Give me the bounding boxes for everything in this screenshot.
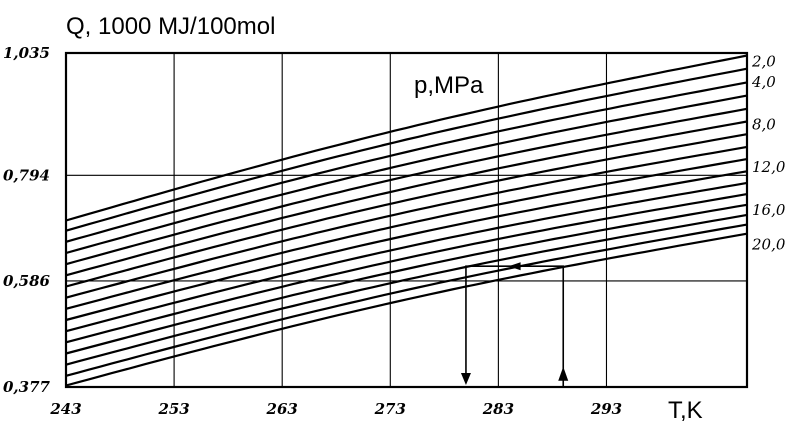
y-tick-label: 0,586 <box>3 272 51 290</box>
pressure-curve <box>65 67 748 232</box>
pressure-curve <box>65 223 748 377</box>
pressure-curve <box>65 133 748 288</box>
up-arrow-icon <box>558 366 569 381</box>
pressure-curve <box>65 94 748 255</box>
y-tick-labels: 0,377 0,586 0,794 1,035 <box>3 44 51 396</box>
pressure-curve <box>65 158 748 310</box>
x-tick-label: 253 <box>157 400 189 418</box>
pressure-curve <box>65 213 748 366</box>
y-tick-label: 1,035 <box>3 44 50 62</box>
x-tick-label: 243 <box>49 400 81 418</box>
example-path <box>460 262 569 387</box>
pressure-label: 4,0 <box>751 73 776 91</box>
pressure-curve <box>65 193 748 344</box>
x-tick-label: 273 <box>374 400 406 418</box>
y-tick-label: 0,794 <box>3 166 50 184</box>
chart-title: Q, 1000 MJ/100mol <box>66 13 275 40</box>
down-arrow-icon <box>460 373 471 385</box>
pressure-label: 16,0 <box>752 201 786 219</box>
x-tick-label: 283 <box>482 400 514 418</box>
pressure-curve <box>65 145 748 299</box>
pressure-label: 2,0 <box>751 53 776 71</box>
pressure-label: 8,0 <box>752 116 776 134</box>
pressure-label: 12,0 <box>752 158 786 176</box>
pressure-label: 20,0 <box>751 235 786 253</box>
plot-frame <box>64 51 749 389</box>
pressure-curve <box>65 120 748 277</box>
x-tick-label: 293 <box>590 400 622 418</box>
pressure-curves <box>65 54 748 387</box>
pressure-labels: 2,0 4,0 8,0 12,0 16,0 20,0 <box>751 53 786 254</box>
left-arrow-icon <box>508 262 521 271</box>
x-tick-labels: 243 253 263 273 283 293 <box>49 400 622 418</box>
pressure-curve <box>65 81 748 243</box>
x-axis-title: T,K <box>668 397 703 423</box>
pressure-curve <box>65 170 748 322</box>
pressure-curve <box>65 54 748 222</box>
y-tick-label: 0,377 <box>3 378 51 396</box>
pressure-curve <box>65 107 748 266</box>
x-tick-label: 263 <box>266 400 298 418</box>
pressure-curve <box>65 181 748 333</box>
pressure-curve <box>65 203 748 355</box>
pressure-legend-title: p,MPa <box>414 72 484 99</box>
pressure-curve <box>65 232 748 387</box>
